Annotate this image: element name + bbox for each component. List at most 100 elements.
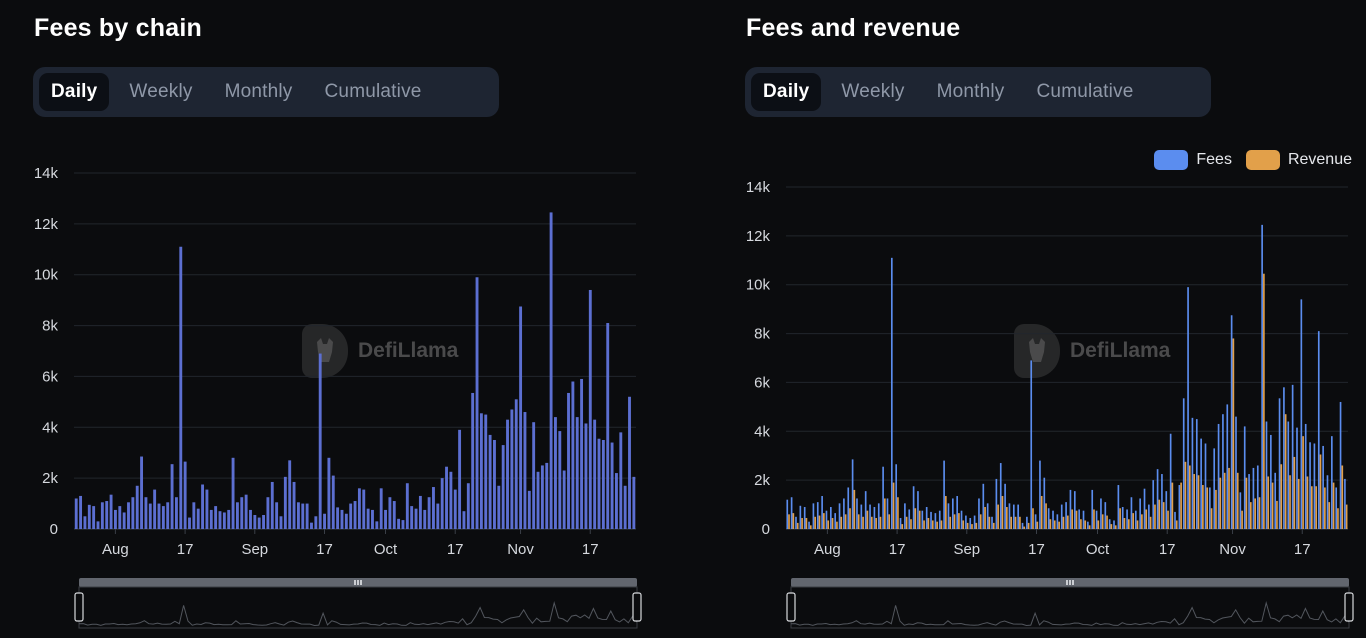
revenue-bar: [1289, 475, 1291, 529]
fees-bar: [1256, 465, 1259, 529]
bar: [432, 487, 435, 529]
tab-daily[interactable]: Daily: [39, 73, 110, 111]
revenue-bar: [1228, 467, 1230, 529]
fees-and-revenue-period-tabs: Daily Weekly Monthly Cumulative: [745, 67, 1211, 117]
revenue-bar: [905, 516, 908, 529]
fees-bar: [1087, 521, 1089, 529]
x-tick-label: 17: [447, 541, 464, 558]
fees-bar: [838, 503, 841, 529]
revenue-bar: [866, 510, 869, 529]
x-tick-label: Nov: [1219, 541, 1246, 558]
fees-bar: [1012, 504, 1015, 529]
revenue-bar: [888, 514, 891, 529]
bar: [170, 464, 174, 529]
revenue-bar: [1267, 476, 1270, 529]
bar: [601, 440, 605, 529]
fees-bar: [1026, 516, 1028, 529]
tab-cumulative[interactable]: Cumulative: [324, 81, 422, 102]
bar: [471, 392, 475, 529]
fees-bar: [1239, 492, 1242, 529]
y-tick-label: 2k: [754, 472, 770, 489]
bar: [623, 485, 627, 529]
fees-bar: [1182, 398, 1185, 529]
fees-bar: [890, 257, 893, 529]
fees-bar: [1095, 510, 1098, 529]
bar: [523, 412, 527, 529]
fees-bar: [1317, 331, 1320, 529]
bar: [384, 509, 387, 529]
fees-bar: [917, 491, 919, 529]
bar: [227, 509, 231, 529]
bar: [371, 509, 374, 529]
revenue-bar: [1280, 464, 1283, 529]
bar: [87, 504, 91, 529]
tab-cumulative[interactable]: Cumulative: [1036, 81, 1134, 102]
zoom-handle-left: [74, 592, 84, 622]
revenue-bar: [1014, 516, 1017, 529]
bar: [153, 489, 157, 529]
fees-bar: [1339, 401, 1342, 529]
fees-bar: [1082, 510, 1085, 529]
revenue-bar: [1193, 474, 1195, 529]
fees-bar: [978, 498, 980, 529]
revenue-bar: [897, 497, 899, 529]
revenue-bar: [1154, 504, 1156, 529]
fees-bar: [1235, 416, 1237, 529]
revenue-bar: [1219, 477, 1222, 529]
fees-bar: [925, 507, 928, 529]
fees-bar: [1291, 384, 1294, 529]
bar: [105, 501, 109, 529]
bar: [214, 506, 218, 529]
fees-bar: [786, 499, 789, 529]
revenue-bar: [1040, 496, 1043, 529]
zoom-slider-grip: [1066, 580, 1068, 585]
zoom-slider-grip: [1069, 580, 1071, 585]
bar: [318, 353, 322, 529]
tab-monthly[interactable]: Monthly: [936, 81, 1005, 102]
y-tick-label: 10k: [746, 277, 771, 294]
fees-bar: [930, 511, 932, 529]
revenue-bar: [892, 482, 895, 529]
fees-by-chain-panel: Fees by chain Daily Weekly Monthly Cumul…: [33, 14, 642, 629]
revenue-bar: [857, 514, 860, 529]
revenue-bar: [1058, 521, 1060, 529]
revenue-bar: [1249, 502, 1252, 529]
revenue-bar: [1127, 519, 1130, 529]
bar: [479, 413, 483, 529]
bar: [418, 495, 422, 529]
revenue-bar: [1088, 525, 1091, 529]
legend-swatch-fees: [1154, 150, 1189, 170]
x-tick-label: Oct: [1086, 541, 1110, 558]
tab-weekly[interactable]: Weekly: [841, 81, 905, 102]
fees-bar: [1039, 460, 1041, 529]
revenue-bar: [1136, 520, 1139, 529]
revenue-bar: [1141, 514, 1143, 529]
legend-item-fees[interactable]: Fees: [1154, 150, 1232, 170]
revenue-bar: [1332, 482, 1335, 529]
fees-and-revenue-chart: 0 2k 4k 6k 8k 10k 12k 14k Aug 17 Sep 17 Oct 17 Nov 17: [746, 179, 1354, 629]
y-tick-label: 0: [762, 521, 770, 538]
fees-bar: [1113, 520, 1115, 529]
bar: [100, 502, 104, 529]
bar: [127, 502, 130, 529]
bar: [314, 516, 318, 529]
tab-monthly[interactable]: Monthly: [224, 81, 293, 102]
bar: [388, 497, 392, 529]
legend-item-revenue[interactable]: Revenue: [1245, 150, 1352, 170]
revenue-bar: [1158, 499, 1161, 529]
fees-bar: [1344, 478, 1346, 529]
bar: [235, 502, 239, 529]
y-tick-label: 4k: [754, 423, 770, 440]
fees-bar: [1300, 299, 1303, 529]
bar: [593, 419, 597, 529]
tab-weekly[interactable]: Weekly: [129, 81, 193, 102]
fees-bar: [843, 498, 845, 529]
revenue-bar: [914, 508, 917, 529]
bar: [135, 485, 139, 529]
revenue-bar: [1263, 273, 1265, 529]
tab-daily[interactable]: Daily: [751, 73, 822, 111]
bar: [610, 442, 614, 529]
bar: [414, 508, 418, 529]
revenue-bar: [818, 515, 821, 529]
fees-bar: [834, 513, 837, 529]
